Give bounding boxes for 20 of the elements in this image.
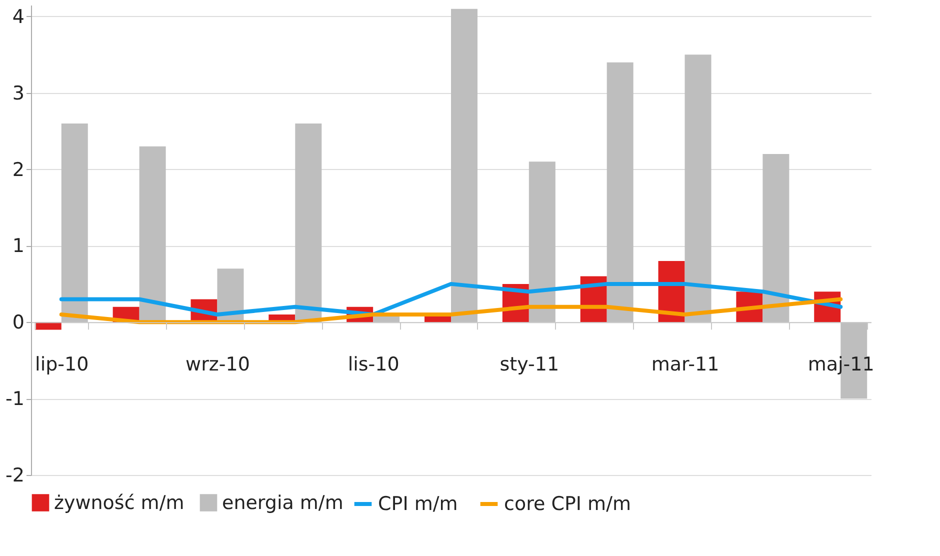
legend-label: energia m/m <box>222 492 344 514</box>
legend-label: core CPI m/m <box>504 493 631 515</box>
legend-label: żywność m/m <box>54 492 184 514</box>
y-tick-label: 1 <box>12 235 24 258</box>
x-tick-label: wrz-10 <box>186 354 250 376</box>
line-series <box>59 282 843 317</box>
legend-label: CPI m/m <box>378 493 458 515</box>
y-tick-label: -2 <box>6 464 24 486</box>
y-tick-label: 0 <box>12 312 24 334</box>
line-series <box>59 297 843 324</box>
bar <box>139 146 166 322</box>
x-tick-label: sty-11 <box>500 354 560 376</box>
x-tick-label: mar-11 <box>651 354 720 376</box>
y-tick-label: 3 <box>12 82 24 104</box>
x-tick-label: lip-10 <box>35 354 89 376</box>
y-tick-label: 4 <box>12 6 24 28</box>
x-tick-label: maj-11 <box>808 354 874 376</box>
y-tick-label: 2 <box>12 158 24 181</box>
x-tick-label: lis-10 <box>348 354 400 376</box>
y-tick-label: -1 <box>6 388 24 410</box>
